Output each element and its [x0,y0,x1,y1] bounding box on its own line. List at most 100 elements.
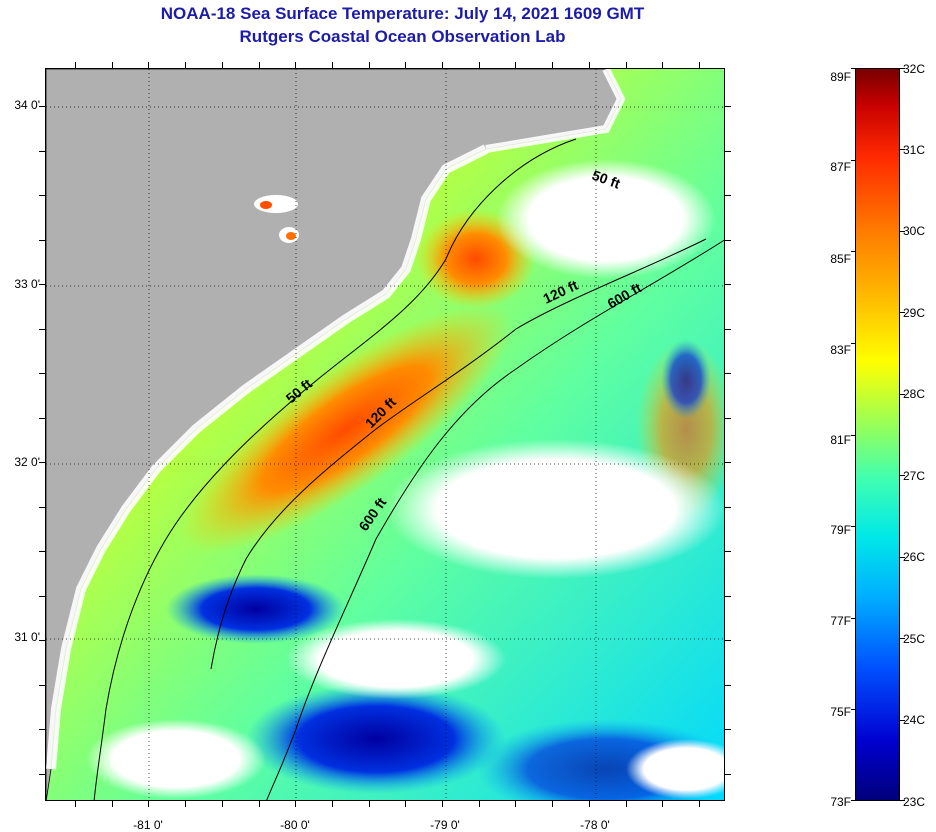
axis-tick [185,62,186,68]
axis-tick [332,62,333,68]
axis-tick [39,729,45,730]
longitude-label: -81 0' [133,818,163,832]
colorbar-label-f: 77F [830,614,851,628]
colorbar-label-c: 30C [903,224,926,238]
inland-lake [260,201,272,209]
map-subtitle: Rutgers Coastal Ocean Observation Lab [239,27,566,46]
colorbar-tick [900,475,905,476]
axis-tick [148,801,149,807]
colorbar-label-c: 32C [903,62,926,76]
colorbar-tick [900,720,905,721]
colorbar-label-f: 89F [830,70,851,84]
axis-tick [662,62,663,68]
axis-tick [725,462,731,463]
cloud-cover [626,739,724,799]
colorbar-tick [900,149,905,150]
colorbar-tick [900,68,905,69]
axis-tick [589,62,590,68]
graticule [46,69,724,800]
axis-tick [479,62,480,68]
colorbar-label-f: 87F [830,160,851,174]
axis-tick [725,284,731,285]
axis-tick [39,551,45,552]
axis-tick [39,507,45,508]
axis-tick [442,62,443,68]
colorbar-label-c: 25C [903,632,926,646]
axis-tick [369,801,370,807]
axis-tick [405,62,406,68]
coastal-fringe [485,69,626,153]
colorbar-label-f: 75F [830,705,851,719]
temperature-colorbar [855,68,900,801]
axis-tick [369,62,370,68]
axis-tick [39,106,45,107]
colorbar-label-f: 73F [830,795,851,809]
cold-water-east [661,339,711,419]
axis-tick [725,106,731,107]
colorbar-tick [851,618,856,619]
colorbar-tick [851,251,856,252]
axis-tick [39,373,45,374]
axis-tick [222,62,223,68]
axis-tick [39,284,45,285]
colorbar-tick [900,231,905,232]
colorbar-tick [851,68,856,69]
longitude-label: -79 0' [430,818,460,832]
colorbar-label-c: 29C [903,306,926,320]
latitude-label: 32 0' [14,455,40,469]
axis-tick [259,62,260,68]
axis-tick [725,329,731,330]
axis-tick [725,195,731,196]
longitude-label: -78 0' [580,818,610,832]
colorbar-label-c: 28C [903,387,926,401]
axis-tick [112,62,113,68]
axis-tick [699,62,700,68]
axis-tick [725,729,731,730]
axis-tick [699,801,700,807]
colorbar-tick [900,394,905,395]
colorbar-tick [851,160,856,161]
colorbar-tick [851,343,856,344]
axis-tick [552,62,553,68]
axis-tick [39,462,45,463]
axis-tick [39,640,45,641]
longitude-label: -80 0' [280,818,310,832]
axis-tick [75,62,76,68]
colorbar-tick [900,800,905,801]
axis-tick [725,774,731,775]
axis-tick [725,418,731,419]
colorbar-tick [900,638,905,639]
latitude-label: 33 0' [14,277,40,291]
colorbar-tick [851,435,856,436]
axis-tick [222,801,223,807]
axis-tick [725,640,731,641]
axis-tick [589,801,590,807]
colorbar-label-f: 81F [830,433,851,447]
colorbar-label-f: 85F [830,252,851,266]
axis-tick [626,62,627,68]
axis-tick [442,801,443,807]
warm-water-band [178,304,514,554]
axis-tick [725,507,731,508]
depth-contour-50ft [93,138,577,800]
axis-tick [295,62,296,68]
colorbar-tick [851,526,856,527]
cloud-cover [86,719,266,799]
depth-contour-120ft [210,238,707,670]
axis-tick [185,801,186,807]
axis-tick [515,801,516,807]
axis-tick [39,195,45,196]
axis-tick [725,685,731,686]
axis-tick [479,801,480,807]
axis-tick [552,801,553,807]
axis-tick [295,801,296,807]
sst-map[interactable]: 50 ft 120 ft 600 ft 50 ft 120 ft 600 ft [45,68,725,801]
colorbar-label-c: 27C [903,469,926,483]
axis-tick [725,551,731,552]
axis-tick [39,151,45,152]
colorbar-label-c: 31C [903,143,926,157]
colorbar-label-f: 79F [830,523,851,537]
cloud-cover [496,159,716,279]
axis-tick [662,801,663,807]
colorbar-label-c: 26C [903,550,926,564]
